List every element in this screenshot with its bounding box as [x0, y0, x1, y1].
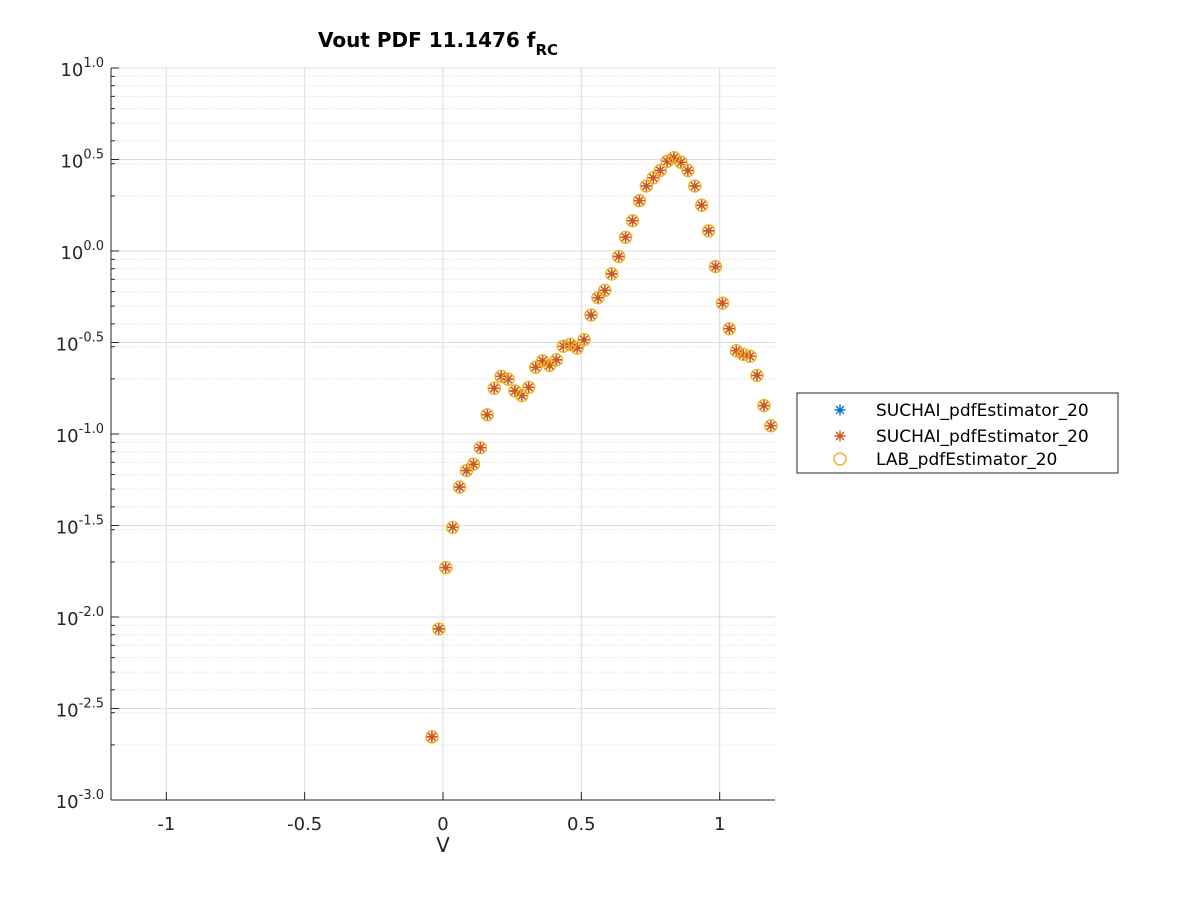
series-2-point — [427, 732, 437, 742]
series-2-point — [503, 374, 513, 384]
series-2-point — [628, 216, 638, 226]
series-2-point — [724, 324, 734, 334]
series-2-point — [759, 401, 769, 411]
series-2-point — [634, 196, 644, 206]
x-tick-label: 0.5 — [567, 814, 596, 835]
chart-title-subscript: RC — [535, 41, 558, 59]
series-2-point — [621, 232, 631, 242]
series-2-point — [468, 459, 478, 469]
series-2-point — [475, 443, 485, 453]
series-2-point — [455, 482, 465, 492]
legend-label-3: LAB_pdfEstimator_20 — [876, 450, 1057, 470]
legend-label-2: SUCHAI_pdfEstimator_20 — [876, 427, 1089, 447]
legend-label-1: SUCHAI_pdfEstimator_20 — [876, 401, 1089, 421]
series-2-point — [434, 624, 444, 634]
x-tick-label: 1 — [714, 814, 725, 835]
series-2-point — [614, 251, 624, 261]
chart-title-main: Vout PDF 11.1476 f — [318, 28, 536, 52]
x-tick-label: -1 — [157, 814, 175, 835]
series-2-point — [704, 226, 714, 236]
series-2-point — [600, 285, 610, 295]
series-2-point — [717, 298, 727, 308]
series-2-point — [586, 310, 596, 320]
series-2-point — [752, 370, 762, 380]
series-2-point — [766, 421, 776, 431]
series-2-point — [441, 563, 451, 573]
series-2-point — [448, 522, 458, 532]
series-2-point — [711, 262, 721, 272]
x-axis-label: V — [436, 833, 450, 857]
legend-marker-2 — [835, 431, 845, 441]
series-2-point — [697, 200, 707, 210]
series-2-point — [690, 181, 700, 191]
series-2-point — [489, 383, 499, 393]
x-tick-label: -0.5 — [287, 814, 322, 835]
x-tick-label: 0 — [437, 814, 448, 835]
series-2-point — [607, 269, 617, 279]
series-2-point — [482, 410, 492, 420]
legend: SUCHAI_pdfEstimator_20 SUCHAI_pdfEstimato… — [797, 393, 1118, 473]
legend-marker-1 — [835, 405, 845, 415]
